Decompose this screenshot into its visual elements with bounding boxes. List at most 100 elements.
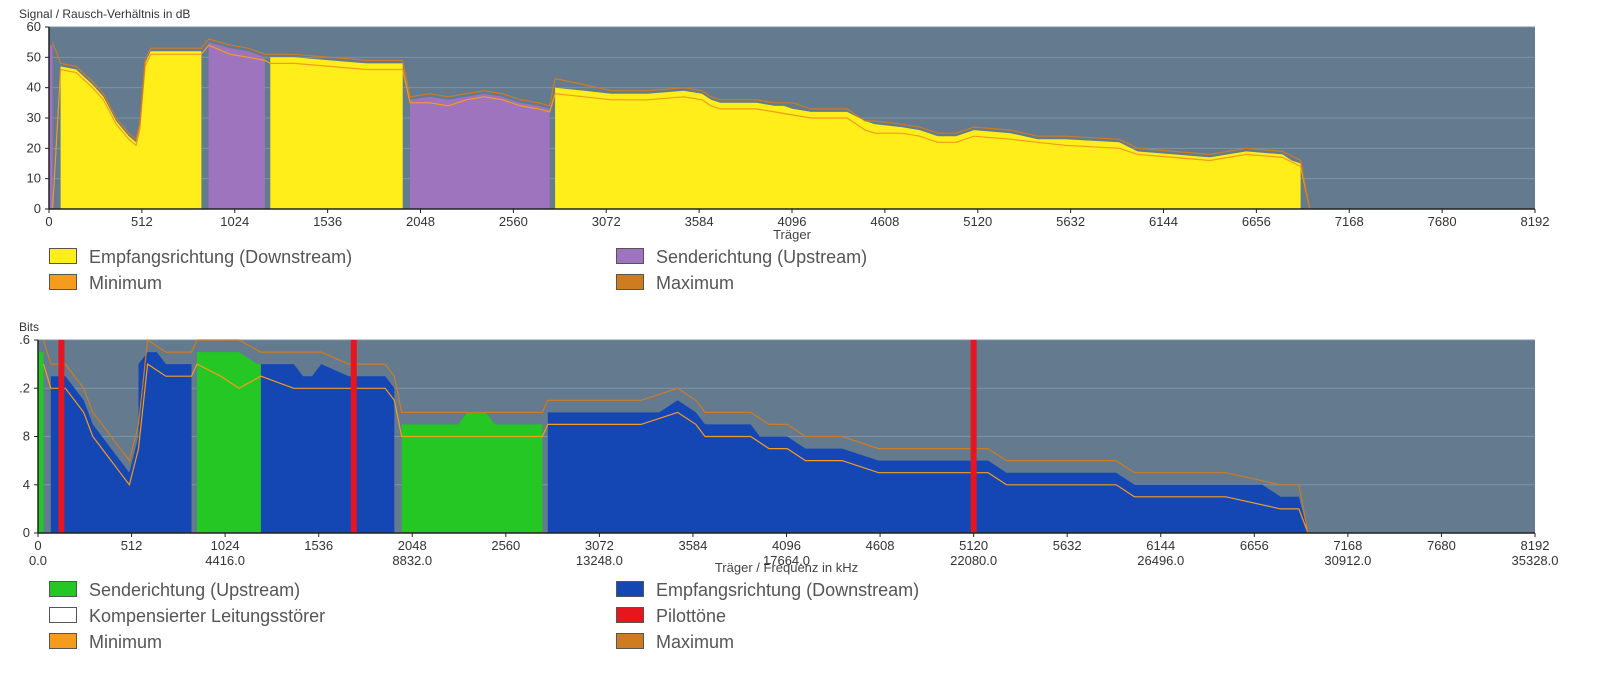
x-tick-label: 7680	[1427, 538, 1456, 553]
x-tick-label: 0	[45, 214, 52, 229]
legend-swatch	[616, 607, 644, 623]
y-axis-label: Signal / Rausch-Verhältnis in dB	[19, 7, 190, 21]
x-axis-label: Träger / Frequenz in kHz	[715, 560, 858, 575]
x-tick-label: 5120	[959, 538, 988, 553]
pilot-tone-marker	[350, 340, 357, 533]
x-tick-label: 6144	[1149, 214, 1178, 229]
y-tick-label: 60	[27, 19, 41, 34]
x-tick-label: 512	[121, 538, 143, 553]
series-area	[260, 364, 395, 533]
x-tick-label: 2560	[499, 214, 528, 229]
series-line	[52, 38, 1311, 210]
legend-label: Empfangsrichtung (Downstream)	[656, 580, 920, 600]
x-tick-label: 3584	[678, 538, 707, 553]
series-area	[50, 352, 192, 533]
y-tick-label: .2	[19, 380, 30, 395]
x-tick-label: 1536	[304, 538, 333, 553]
x-tick-label: 5632	[1053, 538, 1082, 553]
snr-chart: 0 10 20 30 40 50 60 0 512 1024 1536 2048 2560 3072 358…	[19, 7, 1549, 242]
x-tick-label: 6656	[1242, 214, 1271, 229]
x-tick-label: 8192	[1521, 538, 1550, 553]
legend-label: Maximum	[656, 632, 735, 652]
x-tick-label: 1024	[220, 214, 249, 229]
y-tick-label: 20	[27, 140, 41, 155]
x-axis-label: Träger	[773, 227, 811, 242]
y-tick-label: 4	[23, 477, 30, 492]
y-tick-label: .6	[19, 332, 30, 347]
series-area	[401, 412, 543, 533]
legend-swatch	[49, 633, 77, 649]
x-tick-label: 7168	[1333, 538, 1362, 553]
legend-label: Senderichtung (Upstream)	[89, 580, 301, 600]
legend-label: Empfangsrichtung (Downstream)	[89, 247, 353, 267]
x-tick-label: 7680	[1428, 214, 1457, 229]
series-area	[547, 400, 1308, 533]
legend-swatch	[616, 248, 644, 264]
x-tick-label: 2048	[398, 538, 427, 553]
legend-swatch	[49, 581, 77, 597]
y-axis-label: Bits	[19, 320, 39, 334]
x-tick-label: 3072	[592, 214, 621, 229]
x-tick-label-khz: 4416.0	[205, 553, 245, 568]
x-tick-label: 5632	[1056, 214, 1085, 229]
y-tick-label: 8	[23, 429, 30, 444]
x-tick-label-khz: 13248.0	[576, 553, 623, 568]
y-tick-label: 40	[27, 80, 41, 95]
x-tick-label-khz: 30912.0	[1324, 553, 1371, 568]
legend-swatch	[616, 633, 644, 649]
x-tick-label: 1536	[313, 214, 342, 229]
bits-chart: 0 4 8 .2 .6 0 512 1024 1536 2048 2560 3072 3584 4096 4…	[19, 320, 1559, 575]
legend-label: Minimum	[89, 632, 163, 652]
x-tick-label: 5120	[963, 214, 992, 229]
legend-swatch	[616, 581, 644, 597]
y-tick-label: 50	[27, 49, 41, 64]
series-line	[42, 363, 1309, 534]
x-tick-label: 4096	[772, 538, 801, 553]
x-tick-label: 2560	[491, 538, 520, 553]
series-area	[555, 87, 1301, 209]
legend-swatch	[49, 274, 77, 290]
legend-label: Senderichtung (Upstream)	[656, 247, 868, 267]
legend-swatch	[49, 248, 77, 264]
legend-swatch	[49, 607, 77, 623]
x-tick-label: 8192	[1521, 214, 1550, 229]
x-tick-label-khz: 0.0	[29, 553, 47, 568]
y-tick-label: 30	[27, 110, 41, 125]
x-tick-label: 4608	[870, 214, 899, 229]
y-tick-label: 10	[27, 171, 41, 186]
x-tick-label-khz: 26496.0	[1137, 553, 1184, 568]
series-area	[270, 57, 403, 209]
series-line	[52, 44, 1311, 210]
x-tick-label: 3584	[685, 214, 714, 229]
series-area	[410, 93, 550, 209]
x-tick-label-khz: 17664.0	[763, 553, 810, 568]
x-tick-label: 7168	[1335, 214, 1364, 229]
x-tick-label: 2048	[406, 214, 435, 229]
x-tick-label: 1024	[211, 538, 240, 553]
series-line	[42, 338, 1309, 534]
x-tick-label-khz: 35328.0	[1512, 553, 1559, 568]
series-area	[38, 352, 44, 533]
x-tick-label: 6144	[1146, 538, 1175, 553]
pilot-tone-marker	[58, 340, 65, 533]
x-tick-label: 0	[34, 538, 41, 553]
series-area	[197, 352, 261, 533]
x-tick-label: 4608	[866, 538, 895, 553]
x-tick-label-khz: 22080.0	[950, 553, 997, 568]
series-area	[49, 45, 53, 210]
y-tick-label: 0	[34, 201, 41, 216]
legend-label: Pilottöne	[656, 606, 727, 626]
pilot-tone-marker	[970, 340, 977, 533]
y-tick-label: 0	[23, 525, 30, 540]
x-tick-label: 3072	[585, 538, 614, 553]
legend-swatch	[616, 274, 644, 290]
x-tick-label: 4096	[778, 214, 807, 229]
legend-label: Kompensierter Leitungsstörer	[89, 606, 326, 626]
series-area	[208, 42, 265, 210]
x-tick-label: 6656	[1240, 538, 1269, 553]
legend-label: Maximum	[656, 273, 735, 293]
legend-label: Minimum	[89, 273, 163, 293]
x-tick-label: 512	[131, 214, 153, 229]
x-tick-label-khz: 8832.0	[392, 553, 432, 568]
